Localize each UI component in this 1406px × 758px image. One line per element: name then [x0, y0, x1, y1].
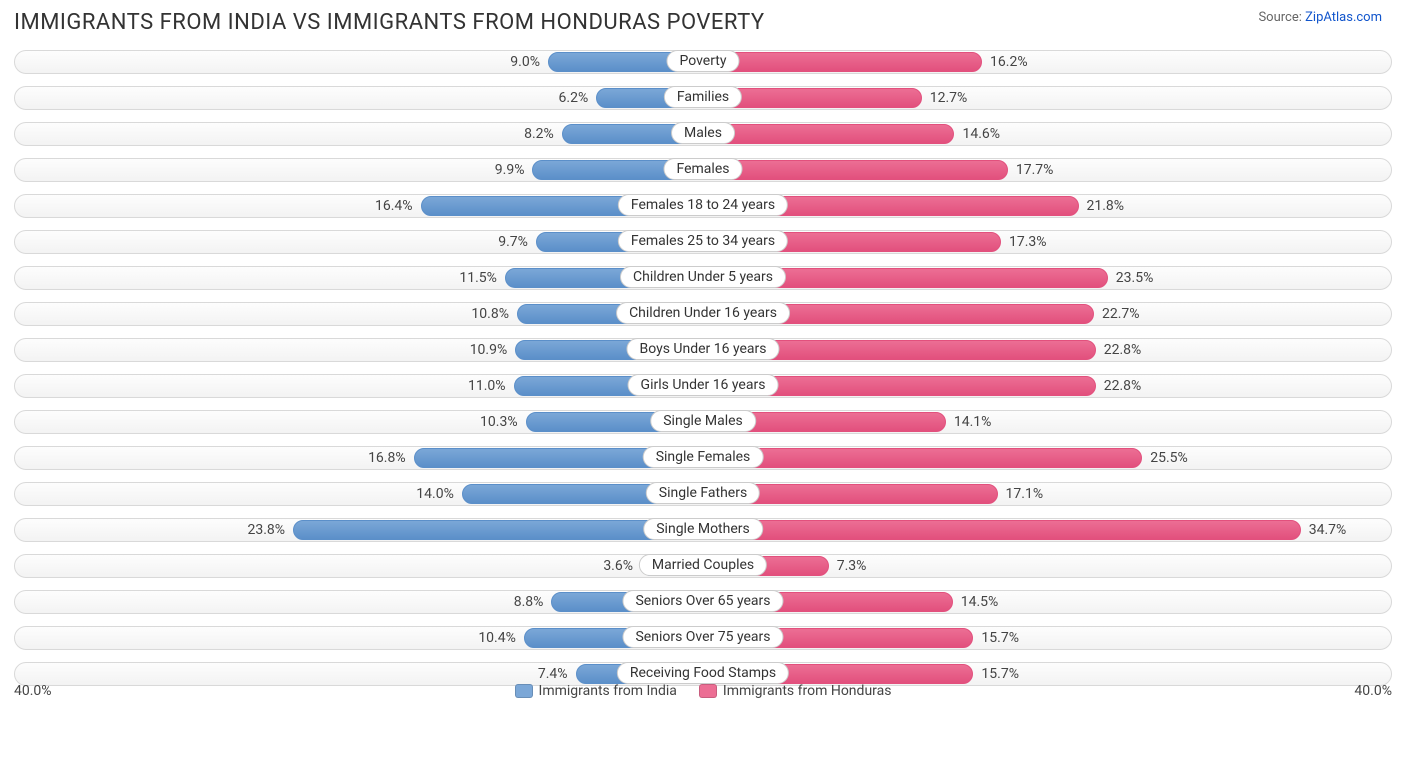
- value-label-left: 8.2%: [524, 124, 554, 144]
- value-label-right: 22.8%: [1104, 376, 1142, 396]
- value-label-left: 3.6%: [603, 556, 633, 576]
- category-label: Single Mothers: [643, 518, 763, 540]
- source-attribution: Source: ZipAtlas.com: [1258, 10, 1382, 25]
- chart-row: 11.5% 23.5% Children Under 5 years: [14, 261, 1392, 295]
- category-label: Receiving Food Stamps: [617, 662, 789, 684]
- bar-right: [703, 520, 1301, 540]
- value-label-right: 22.8%: [1104, 340, 1142, 360]
- chart-row: 16.4% 21.8% Females 18 to 24 years: [14, 189, 1392, 223]
- chart-row: 11.0% 22.8% Girls Under 16 years: [14, 369, 1392, 403]
- category-label: Females: [664, 158, 743, 180]
- value-label-left: 8.8%: [514, 592, 544, 612]
- value-label-left: 10.3%: [480, 412, 518, 432]
- value-label-right: 14.6%: [962, 124, 1000, 144]
- chart-row: 10.8% 22.7% Children Under 16 years: [14, 297, 1392, 331]
- chart-row: 16.8% 25.5% Single Females: [14, 441, 1392, 475]
- axis-max-left: 40.0%: [14, 683, 52, 699]
- legend-item-right: Immigrants from Honduras: [699, 683, 892, 699]
- chart-area: 9.0% 16.2% Poverty 6.2% 12.7% Families 8.2% 14.…: [14, 45, 1392, 705]
- bar-right: [703, 124, 954, 144]
- legend-swatch-left: [515, 684, 533, 698]
- value-label-left: 9.7%: [498, 232, 528, 252]
- category-label: Males: [671, 122, 735, 144]
- chart-row: 9.0% 16.2% Poverty: [14, 45, 1392, 79]
- legend: Immigrants from India Immigrants from Ho…: [515, 683, 892, 699]
- axis-max-right: 40.0%: [1354, 683, 1392, 699]
- value-label-left: 9.9%: [495, 160, 525, 180]
- chart-row: 10.9% 22.8% Boys Under 16 years: [14, 333, 1392, 367]
- bar-right: [703, 52, 982, 72]
- value-label-left: 16.4%: [375, 196, 413, 216]
- value-label-left: 10.9%: [470, 340, 508, 360]
- chart-row: 23.8% 34.7% Single Mothers: [14, 513, 1392, 547]
- chart-row: 8.8% 14.5% Seniors Over 65 years: [14, 585, 1392, 619]
- value-label-right: 15.7%: [981, 628, 1019, 648]
- legend-item-left: Immigrants from India: [515, 683, 677, 699]
- category-label: Children Under 16 years: [616, 302, 790, 324]
- chart-row: 3.6% 7.3% Married Couples: [14, 549, 1392, 583]
- source-label: Source:: [1258, 10, 1301, 25]
- chart-row: 6.2% 12.7% Families: [14, 81, 1392, 115]
- value-label-right: 25.5%: [1150, 448, 1188, 468]
- chart-row: 10.4% 15.7% Seniors Over 75 years: [14, 621, 1392, 655]
- category-label: Females 18 to 24 years: [618, 194, 788, 216]
- value-label-left: 11.5%: [459, 268, 497, 288]
- value-label-left: 10.8%: [471, 304, 509, 324]
- bar-left: [293, 520, 703, 540]
- value-label-right: 16.2%: [990, 52, 1028, 72]
- source-link[interactable]: ZipAtlas.com: [1305, 10, 1382, 25]
- value-label-right: 23.5%: [1116, 268, 1154, 288]
- chart-row: 8.2% 14.6% Males: [14, 117, 1392, 151]
- value-label-left: 14.0%: [416, 484, 454, 504]
- legend-label-right: Immigrants from Honduras: [723, 683, 892, 699]
- bar-right: [703, 448, 1142, 468]
- value-label-left: 11.0%: [468, 376, 506, 396]
- value-label-right: 21.8%: [1087, 196, 1125, 216]
- category-label: Poverty: [666, 50, 739, 72]
- value-label-right: 7.3%: [837, 556, 867, 576]
- legend-label-left: Immigrants from India: [539, 683, 677, 699]
- value-label-right: 14.1%: [954, 412, 992, 432]
- value-label-right: 34.7%: [1309, 520, 1347, 540]
- value-label-left: 9.0%: [510, 52, 540, 72]
- value-label-right: 22.7%: [1102, 304, 1140, 324]
- bar-right: [703, 160, 1008, 180]
- value-label-right: 12.7%: [930, 88, 968, 108]
- value-label-left: 23.8%: [247, 520, 285, 540]
- category-label: Single Males: [650, 410, 756, 432]
- value-label-right: 17.3%: [1009, 232, 1047, 252]
- chart-rows: 9.0% 16.2% Poverty 6.2% 12.7% Families 8.2% 14.…: [14, 45, 1392, 691]
- chart-row: 9.7% 17.3% Females 25 to 34 years: [14, 225, 1392, 259]
- category-label: Single Fathers: [646, 482, 760, 504]
- header: IMMIGRANTS FROM INDIA VS IMMIGRANTS FROM…: [0, 0, 1406, 41]
- category-label: Children Under 5 years: [620, 266, 786, 288]
- category-label: Single Females: [643, 446, 764, 468]
- value-label-right: 17.7%: [1016, 160, 1054, 180]
- value-label-left: 10.4%: [478, 628, 516, 648]
- category-label: Married Couples: [639, 554, 767, 576]
- value-label-right: 14.5%: [961, 592, 999, 612]
- chart-title: IMMIGRANTS FROM INDIA VS IMMIGRANTS FROM…: [14, 10, 765, 35]
- legend-swatch-right: [699, 684, 717, 698]
- value-label-left: 6.2%: [559, 88, 589, 108]
- chart-row: 14.0% 17.1% Single Fathers: [14, 477, 1392, 511]
- category-label: Seniors Over 65 years: [622, 590, 783, 612]
- chart-row: 9.9% 17.7% Females: [14, 153, 1392, 187]
- category-label: Females 25 to 34 years: [618, 230, 788, 252]
- value-label-left: 16.8%: [368, 448, 406, 468]
- value-label-right: 17.1%: [1006, 484, 1044, 504]
- category-label: Boys Under 16 years: [626, 338, 779, 360]
- category-label: Girls Under 16 years: [628, 374, 779, 396]
- chart-row: 10.3% 14.1% Single Males: [14, 405, 1392, 439]
- category-label: Seniors Over 75 years: [622, 626, 783, 648]
- category-label: Families: [664, 86, 742, 108]
